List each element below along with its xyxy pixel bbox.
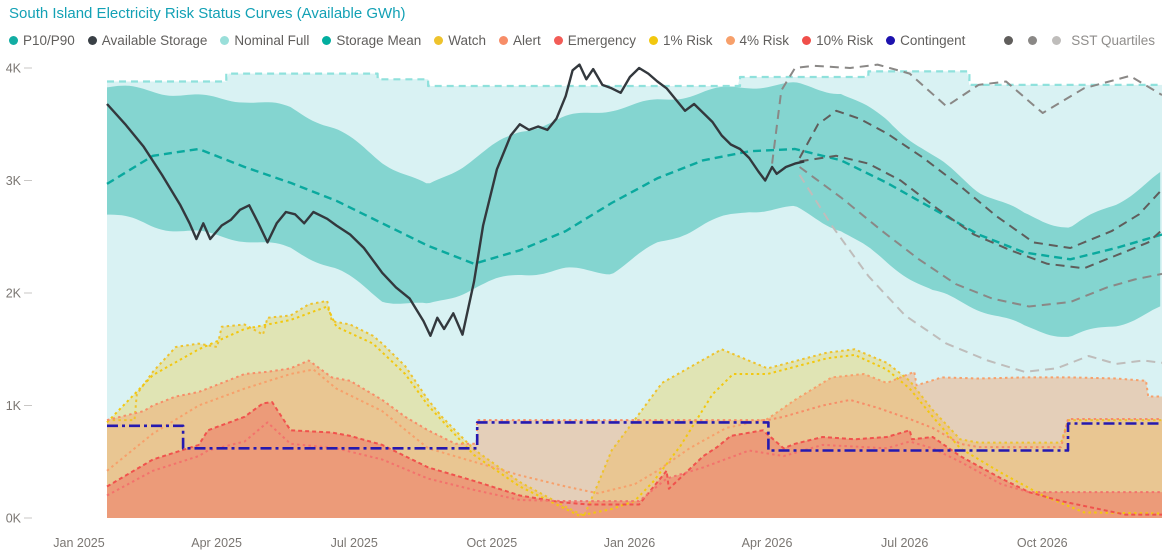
legend-label: Available Storage	[101, 32, 208, 48]
series-sst-q-lower-mid[interactable]	[799, 166, 1162, 308]
legend-item-emergency[interactable]: Emergency	[553, 32, 637, 48]
legend-item-alert[interactable]: Alert	[498, 32, 541, 48]
legend-label: Watch	[448, 32, 486, 48]
y-axis-label: 4K	[6, 62, 22, 76]
legend-sst-label: SST Quartiles	[1071, 32, 1155, 48]
legend-swatch-icon	[886, 35, 896, 45]
legend-label: Contingent	[900, 32, 966, 48]
x-axis-label: Oct 2026	[1017, 536, 1068, 550]
p10-p90-band[interactable]	[107, 82, 1161, 337]
series-emergency[interactable]	[106, 401, 1162, 516]
series-watch[interactable]	[107, 299, 1162, 517]
legend-item-4-risk[interactable]: 4% Risk	[725, 32, 790, 48]
y-axis-label: 2K	[6, 287, 22, 301]
legend-swatch-icon	[322, 35, 332, 45]
legend-item-p10-p90[interactable]: P10/P90	[9, 33, 75, 48]
legend-swatch-icon	[649, 35, 659, 45]
legend-sst-quartiles[interactable]: SST Quartiles	[989, 33, 1155, 48]
legend-label: 1% Risk	[663, 32, 713, 48]
legend-swatch-icon	[87, 35, 97, 45]
legend-label: Emergency	[567, 32, 637, 48]
legend-label: Storage Mean	[336, 32, 422, 48]
alert-risk-area	[107, 360, 1162, 518]
y-axis-label: 3K	[6, 174, 22, 188]
legend-swatch-icon	[802, 35, 812, 45]
legend-item-10-risk[interactable]: 10% Risk	[802, 33, 873, 48]
series-sst-q-median[interactable]	[799, 154, 1162, 270]
legend-item-available-storage[interactable]: Available Storage	[87, 32, 208, 48]
legend-label: 4% Risk	[739, 32, 790, 48]
series-storage-mean[interactable]	[106, 147, 1162, 265]
legend-swatch-icon	[220, 35, 230, 45]
sst-quartile-dot-icon	[1052, 35, 1062, 45]
legend-label: Nominal Full	[234, 32, 310, 48]
legend-swatch-icon	[553, 35, 563, 45]
series-sst-q-upper-mid[interactable]	[798, 109, 1162, 249]
emergency-risk-area	[107, 402, 1162, 518]
series-risk1[interactable]	[106, 305, 1162, 517]
watch-risk-area	[107, 300, 1162, 518]
series-sst-q-lower-outer[interactable]	[798, 174, 1162, 373]
legend-swatch-icon	[434, 35, 444, 45]
legend-label: 10% Risk	[816, 32, 874, 48]
chart-title: South Island Electricity Risk Status Cur…	[9, 5, 406, 22]
x-axis-label: Apr 2026	[742, 536, 793, 550]
sst-quartile-dot-icon	[1004, 35, 1014, 45]
legend-item-nominal-full[interactable]: Nominal Full	[220, 33, 309, 48]
x-axis-label: Oct 2025	[466, 536, 517, 550]
legend-swatch-icon	[725, 35, 735, 45]
series-contingent[interactable]	[107, 421, 1162, 452]
legend-swatch-icon	[9, 35, 18, 45]
x-axis-label: Jul 2026	[881, 536, 928, 550]
y-axis-label: 0K	[6, 512, 22, 526]
series-available-storage[interactable]	[106, 63, 805, 337]
y-axis-label: 1K	[6, 399, 22, 413]
x-axis-label: Jan 2026	[604, 536, 655, 550]
legend: P10/P90 Available Storage Nominal Full Stor…	[9, 30, 1155, 50]
series-sst-q-upper-outer[interactable]	[771, 63, 1162, 164]
series-risk10[interactable]	[106, 421, 1162, 503]
legend-item-storage-mean[interactable]: Storage Mean	[322, 33, 421, 48]
x-axis-label: Apr 2025	[191, 536, 242, 550]
legend-item-1-risk[interactable]: 1% Risk	[649, 33, 713, 48]
legend-label: Alert	[512, 32, 541, 48]
sst-quartile-dot-icon	[1028, 35, 1038, 45]
series-nominal-full[interactable]	[107, 70, 1162, 88]
legend-item-contingent[interactable]: Contingent	[886, 33, 965, 48]
x-axis-label: Jan 2025	[53, 536, 104, 550]
legend-label: P10/P90	[23, 32, 75, 48]
series-risk4[interactable]	[106, 368, 1162, 495]
x-axis-label: Jul 2025	[331, 536, 378, 550]
series-alert[interactable]	[106, 359, 1162, 449]
legend-swatch-icon	[498, 35, 508, 45]
legend-item-watch[interactable]: Watch	[434, 33, 486, 48]
legend-items: P10/P90 Available Storage Nominal Full Stor…	[9, 33, 978, 48]
